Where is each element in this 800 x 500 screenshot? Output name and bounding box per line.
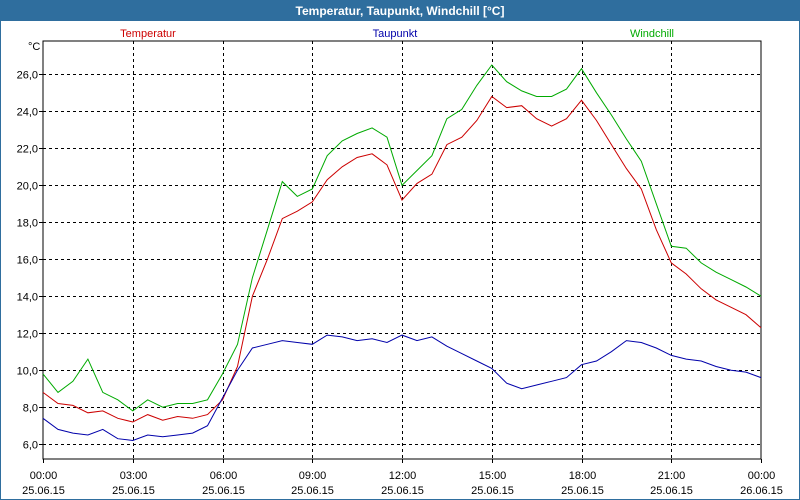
y-tick-label: 26,0 (17, 70, 38, 82)
x-tick-time-label: 09:00 (299, 470, 327, 482)
x-tick-date-label: 25.06.15 (381, 485, 424, 497)
x-tick-date-label: 25.06.15 (471, 485, 514, 497)
x-tick-time-label: 12:00 (389, 470, 417, 482)
legend-entry-taupunkt: Taupunkt (373, 28, 418, 40)
x-axis: 00:00 25.06.15 03:00 25.06.15 06:00 25.06.15 0… (22, 459, 783, 497)
legend: Temperatur Taupunkt Windchill (120, 28, 674, 40)
y-axis: 6,0 8,0 10,0 12,0 14,0 16,0 18,0 20,0 22,0 24,0 26… (17, 70, 43, 452)
x-tick-date-label: 25.06.15 (561, 485, 604, 497)
y-tick-label: 6,0 (23, 440, 38, 452)
y-tick-label: 10,0 (17, 366, 38, 378)
series-line-windchill (42, 64, 762, 412)
x-tick-time-label: 06:00 (210, 470, 238, 482)
grid (43, 41, 761, 459)
series-group (42, 64, 762, 442)
x-tick-time-label: 21:00 (658, 470, 686, 482)
y-tick-label: 8,0 (23, 403, 38, 415)
x-tick-time-label: 15:00 (479, 470, 507, 482)
y-tick-label: 20,0 (17, 181, 38, 193)
x-tick-date-label: 25.06.15 (650, 485, 693, 497)
x-tick-date-label: 25.06.15 (22, 485, 65, 497)
x-tick-date-label: 26.06.15 (740, 485, 783, 497)
y-tick-label: 16,0 (17, 255, 38, 267)
legend-entry-windchill: Windchill (630, 28, 674, 40)
x-tick-time-label: 00:00 (748, 470, 776, 482)
x-tick-time-label: 03:00 (120, 470, 148, 482)
x-tick-date-label: 25.06.15 (112, 485, 155, 497)
legend-entry-temperatur: Temperatur (120, 28, 176, 40)
y-tick-label: 22,0 (17, 144, 38, 156)
y-tick-label: 12,0 (17, 329, 38, 341)
x-tick-date-label: 25.06.15 (291, 485, 334, 497)
window-title: Temperatur, Taupunkt, Windchill [°C] (1, 1, 799, 21)
series-line-temperatur (42, 95, 762, 423)
y-axis-unit-label: °C (28, 41, 40, 53)
y-tick-label: 24,0 (17, 107, 38, 119)
series-line-taupunkt (42, 334, 762, 442)
x-tick-date-label: 25.06.15 (202, 485, 245, 497)
x-tick-time-label: 00:00 (30, 470, 58, 482)
y-tick-label: 18,0 (17, 218, 38, 230)
y-tick-label: 14,0 (17, 292, 38, 304)
x-tick-time-label: 18:00 (569, 470, 597, 482)
